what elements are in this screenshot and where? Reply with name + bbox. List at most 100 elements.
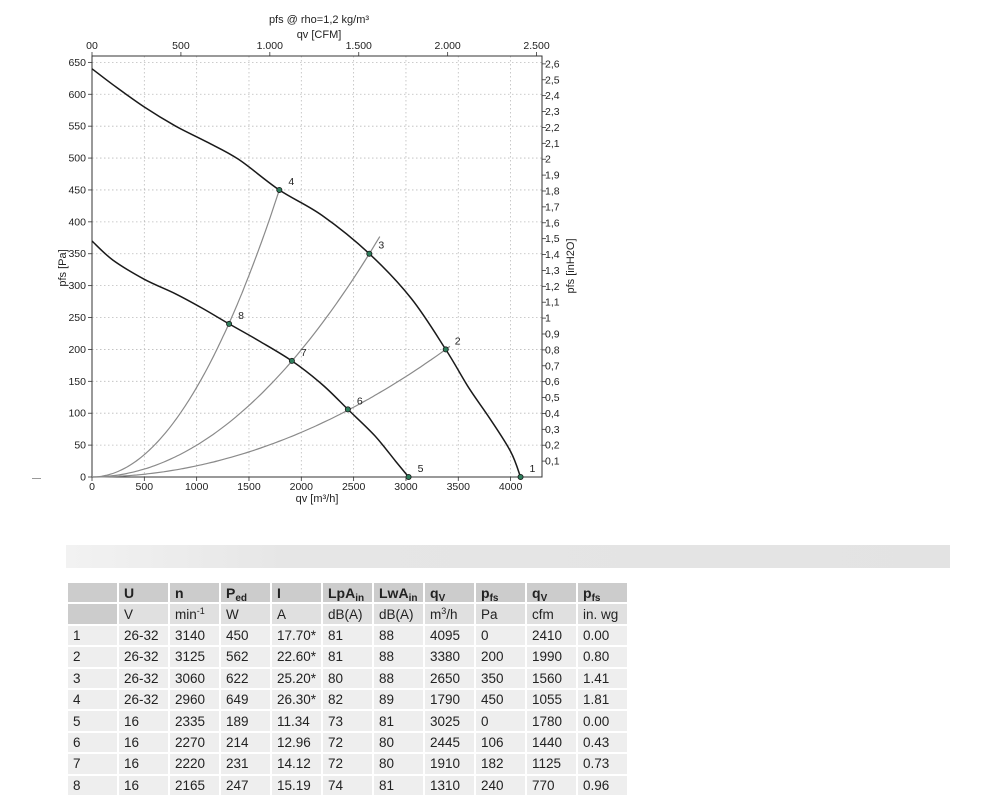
table-cell: 81 xyxy=(323,647,372,667)
table-cell: 16 xyxy=(119,754,168,774)
y-tick-label: 550 xyxy=(68,121,86,133)
table-cell: 1.41 xyxy=(578,668,627,688)
x-tick-label: 3500 xyxy=(447,481,471,493)
operating-point-marker xyxy=(226,320,233,327)
system-lines xyxy=(91,189,451,478)
table-cell: 82 xyxy=(323,689,372,710)
right-tick-label: 0,7 xyxy=(545,360,560,372)
x-tick-label: 2000 xyxy=(290,481,314,493)
table-cell: 1990 xyxy=(527,647,576,667)
table-cell: 3060 xyxy=(170,668,219,688)
header-symbol: Ped xyxy=(221,583,270,604)
header-unit-main: W xyxy=(226,606,239,622)
header-symbol: n xyxy=(170,583,219,603)
table-cell: 11.34 xyxy=(272,711,321,731)
header-symbol-sub: in xyxy=(408,592,418,604)
header-unit: dB(A) xyxy=(323,604,372,624)
fan-pressure-curve xyxy=(91,240,410,478)
operating-point-label: 2 xyxy=(455,335,461,347)
operating-point-marker xyxy=(276,186,283,193)
y-tick-label: 400 xyxy=(68,216,86,228)
table-row: 3 26-32 3060 622 25.20* 80 88 2650 350 1560 1.41 xyxy=(68,668,627,688)
header-corner xyxy=(68,583,117,603)
operating-point-marker xyxy=(366,250,373,257)
table-cell: 1.81 xyxy=(578,689,627,710)
header-symbol-main: LpA xyxy=(328,584,356,601)
table-cell: 189 xyxy=(221,711,270,731)
right-tick-label: 1,3 xyxy=(545,265,560,277)
header-unit: in. wg xyxy=(578,604,627,624)
right-tick-label: 2,3 xyxy=(545,106,560,118)
table-row: 7 16 2220 231 14.12 72 80 1910 182 1125 0.73 xyxy=(68,754,627,774)
operating-point-label: 5 xyxy=(418,463,424,475)
x-tick-label: 1500 xyxy=(237,481,261,493)
table-row: 2 26-32 3125 562 22.60* 81 88 3380 200 1990 0.80 xyxy=(68,647,627,667)
right-tick-label: 1,7 xyxy=(545,201,560,213)
table-cell: 2410 xyxy=(527,625,576,646)
header-unit-main: min xyxy=(175,606,197,622)
header-symbol: qV xyxy=(425,583,474,604)
right-tick-label: 1,8 xyxy=(545,185,560,197)
y-tick-label: 50 xyxy=(74,440,86,452)
y-tick-label: 300 xyxy=(68,280,86,292)
right-tick-label: 2,1 xyxy=(545,138,560,150)
top-tick-label: 2.000 xyxy=(435,40,461,52)
header-symbol: qV xyxy=(527,583,576,603)
header-symbol-main: P xyxy=(226,584,236,601)
plot-frame xyxy=(91,55,543,478)
table-cell: 26-32 xyxy=(119,668,168,688)
operating-points: 1 2 3 4 5 6 7 8 xyxy=(226,176,536,480)
table-cell: 770 xyxy=(527,775,576,795)
fan-curves xyxy=(91,68,522,478)
stray-dash xyxy=(32,478,41,479)
header-symbol-sub: fs xyxy=(489,592,499,604)
header-symbol-sub: ed xyxy=(235,592,248,604)
operating-point-label: 1 xyxy=(530,463,536,475)
header-symbol-sub: fs xyxy=(591,592,601,604)
table-cell: 200 xyxy=(476,647,525,667)
table-row: 6 16 2270 214 12.96 72 80 2445 106 1440 0.43 xyxy=(68,732,627,753)
top-axis-label: qv [CFM] xyxy=(297,29,342,41)
row-point-number: 4 xyxy=(68,689,117,710)
header-unit: V xyxy=(119,604,168,624)
table-cell: 240 xyxy=(476,775,525,795)
right-axis-label: pfs [inH2O] xyxy=(565,238,577,293)
header-unit-main: V xyxy=(124,606,134,622)
x-tick-label: 3000 xyxy=(394,481,418,493)
right-tick-label: 1 xyxy=(545,313,551,325)
header-unit-main: Pa xyxy=(481,606,498,622)
header-symbol-main: p xyxy=(481,584,490,601)
chart-title: pfs @ rho=1,2 kg/m³ xyxy=(269,14,369,26)
table-cell: 0 xyxy=(476,711,525,731)
right-tick-label: 1,5 xyxy=(545,233,560,245)
x-tick-label: 1000 xyxy=(185,481,209,493)
right-tick-label: 0,6 xyxy=(545,376,560,388)
table-cell: 3125 xyxy=(170,647,219,667)
y-tick-label: 500 xyxy=(68,153,86,165)
right-tick-label: 0,8 xyxy=(545,344,560,356)
header-symbol: LwAin xyxy=(374,583,423,604)
table-cell: 1780 xyxy=(527,711,576,731)
header-unit: Pa xyxy=(476,604,525,624)
header-unit-main: m xyxy=(430,606,442,622)
table-cell: 16 xyxy=(119,732,168,753)
table-cell: 72 xyxy=(323,732,372,753)
table-cell: 17.70* xyxy=(272,625,321,646)
table-cell: 214 xyxy=(221,732,270,753)
right-tick-label: 0,5 xyxy=(545,392,560,404)
header-symbol-sub: V xyxy=(438,592,446,604)
table-cell: 0.80 xyxy=(578,647,627,667)
table-cell: 3025 xyxy=(425,711,474,731)
y-tick-label: 200 xyxy=(68,344,86,356)
y-tick-label: 150 xyxy=(68,376,86,388)
operating-point-label: 6 xyxy=(357,395,363,407)
header-symbol-main: LwA xyxy=(379,584,409,601)
header-symbol-main: I xyxy=(277,584,281,601)
header-unit-main: dB(A) xyxy=(328,606,363,622)
top-tick-label: 00 xyxy=(86,40,98,52)
table-cell: 622 xyxy=(221,668,270,688)
